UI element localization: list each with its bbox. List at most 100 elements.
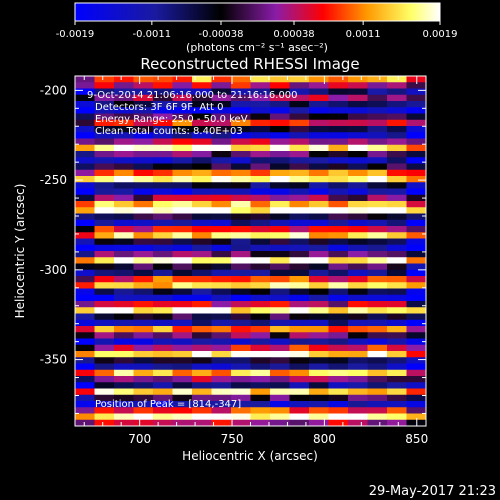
heatmap-cell	[309, 319, 330, 327]
colorbar-tick-label: -0.0019	[56, 29, 95, 40]
heatmap-cell	[133, 169, 154, 177]
heatmap-cell	[114, 413, 135, 421]
heatmap-cell	[75, 138, 96, 146]
heatmap-cell	[211, 219, 232, 227]
heatmap-cell	[250, 388, 271, 396]
heatmap-cell	[289, 357, 310, 365]
heatmap-cell	[114, 244, 135, 252]
heatmap-cell	[75, 213, 96, 221]
heatmap-cell	[367, 82, 388, 90]
heatmap-cell	[133, 257, 154, 265]
heatmap-cell	[192, 182, 213, 190]
heatmap-cell	[367, 219, 388, 227]
heatmap-cell	[406, 213, 426, 221]
heatmap-cell	[231, 169, 252, 177]
heatmap-cell	[250, 369, 271, 377]
heatmap-cell	[309, 207, 330, 215]
heatmap-cell	[270, 313, 291, 321]
heatmap-cell	[192, 194, 213, 202]
heatmap-cell	[367, 376, 388, 383]
heatmap-cell	[328, 376, 349, 383]
heatmap-cell	[75, 251, 96, 258]
heatmap-cell	[153, 419, 174, 426]
heatmap-cell	[114, 351, 135, 358]
heatmap-cell	[192, 119, 213, 127]
heatmap-cell	[406, 282, 426, 290]
heatmap-cell	[172, 251, 193, 258]
heatmap-cell	[250, 363, 271, 371]
colorbar-tick-label: 0.0019	[423, 29, 458, 40]
heatmap-cell	[172, 307, 193, 315]
heatmap-cell	[231, 101, 252, 108]
y-tick-label: -250	[40, 173, 67, 187]
heatmap-cell	[289, 244, 310, 252]
heatmap-cell	[192, 394, 213, 402]
heatmap-cell	[387, 251, 408, 258]
heatmap-cell	[211, 232, 232, 240]
heatmap-cell	[348, 144, 369, 152]
heatmap-cell	[153, 326, 174, 333]
heatmap-cell	[94, 207, 115, 215]
heatmap-cell	[309, 244, 330, 252]
heatmap-cell	[114, 282, 135, 290]
heatmap-cell	[133, 132, 154, 140]
heatmap-cell	[270, 394, 291, 402]
heatmap-cell	[250, 413, 271, 421]
heatmap-cell	[309, 101, 330, 108]
heatmap-cell	[94, 132, 115, 140]
heatmap-cell	[309, 332, 330, 340]
heatmap-cell	[406, 294, 426, 302]
heatmap-cell	[387, 338, 408, 346]
heatmap-cell	[172, 101, 193, 108]
heatmap-cell	[328, 182, 349, 190]
heatmap-cell	[406, 244, 426, 252]
heatmap-cell	[75, 244, 96, 252]
heatmap-cell	[289, 307, 310, 315]
heatmap-cell	[348, 257, 369, 265]
heatmap-cell	[309, 157, 330, 165]
y-tick-label: -300	[40, 263, 67, 277]
heatmap-cell	[387, 244, 408, 252]
heatmap-cell	[153, 194, 174, 202]
heatmap-cell	[114, 376, 135, 383]
heatmap-cell	[192, 244, 213, 252]
heatmap-cell	[231, 126, 252, 133]
heatmap-cell	[114, 151, 135, 158]
heatmap-cell	[172, 369, 193, 377]
heatmap-cell	[192, 201, 213, 208]
heatmap-cell	[94, 176, 115, 183]
heatmap-cell	[348, 276, 369, 283]
heatmap-cell	[309, 338, 330, 346]
heatmap-cell	[270, 101, 291, 108]
heatmap-cell	[211, 263, 232, 271]
heatmap-cell	[328, 126, 349, 133]
heatmap-cell	[172, 238, 193, 246]
heatmap-cell	[367, 319, 388, 327]
heatmap-cell	[270, 119, 291, 127]
heatmap-cell	[153, 288, 174, 296]
heatmap-cell	[289, 238, 310, 246]
heatmap-cell	[133, 226, 154, 233]
heatmap-cell	[153, 126, 174, 133]
heatmap-cell	[367, 269, 388, 277]
heatmap-cell	[309, 82, 330, 90]
heatmap-cell	[289, 376, 310, 383]
heatmap-cell	[406, 94, 426, 102]
heatmap-cell	[387, 332, 408, 340]
heatmap-cell	[114, 363, 135, 371]
heatmap-cell	[211, 401, 232, 408]
heatmap-cell	[211, 351, 232, 358]
heatmap-cell	[94, 288, 115, 296]
x-axis: 700 750 800 850	[83, 76, 428, 446]
heatmap-cell	[289, 369, 310, 377]
heatmap-cell	[270, 94, 291, 102]
heatmap-cell	[133, 251, 154, 258]
heatmap-cell	[367, 107, 388, 115]
heatmap-cell	[153, 82, 174, 90]
heatmap-cell	[172, 169, 193, 177]
heatmap-cell	[133, 163, 154, 171]
heatmap-cell	[153, 394, 174, 402]
heatmap-cell	[75, 332, 96, 340]
heatmap-cell	[153, 188, 174, 196]
heatmap-cell	[75, 344, 96, 352]
